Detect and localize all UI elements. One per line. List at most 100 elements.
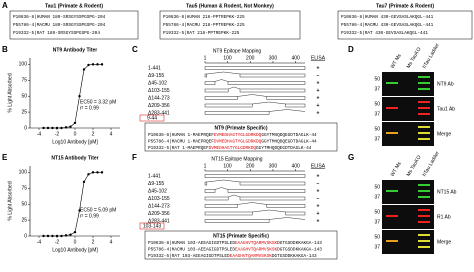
deletion: [269, 217, 306, 220]
sequence-box: [159, 10, 301, 40]
sequence-segment: P19332-5|RAT 103-AEEAGIGDTPSLED: [148, 254, 230, 259]
construct-bar: [204, 88, 229, 93]
epitope-label: 9-44: [147, 115, 157, 121]
epitope-label: 103-143: [143, 223, 162, 229]
marker-label: 37: [374, 111, 380, 117]
data-point: [60, 126, 63, 130]
box-title: Tau1 (Primate & Rodent): [45, 3, 103, 9]
construct-bar: [285, 211, 306, 216]
construct-bar: [204, 73, 208, 78]
sequence-row: P19332-5|RAT 218-PPTREPKK-225: [163, 31, 240, 36]
deletion: [237, 202, 267, 205]
x-tick-label: 0: [74, 131, 77, 137]
construct-bar: [239, 88, 306, 93]
marker-label: 37: [374, 219, 380, 225]
sequence-segment: DVMEDHAGTYGLGDRKDQ: [214, 140, 262, 145]
elisa-result: +: [317, 218, 320, 224]
construct-bar: [204, 219, 270, 223]
band: [418, 101, 430, 103]
sequence-row: P55786-4|MACMU 103-AEEAGIGDTPSLEDEAAGHVT…: [148, 248, 322, 253]
ruler-label: 1: [204, 163, 207, 169]
marker-label: 50: [374, 209, 380, 215]
sequence-segment: GGYTMHQDQEGDTDAGLK-44: [261, 140, 317, 145]
data-point: [46, 126, 50, 130]
construct-bar: [204, 103, 253, 108]
lane-label: Ms TauKO: [406, 154, 423, 177]
construct-bar: [204, 174, 306, 178]
elisa-result: −: [317, 73, 320, 79]
map-title: NT9 Epitope Mapping: [213, 48, 262, 54]
data-point: [78, 94, 81, 98]
data-point: [78, 209, 81, 212]
sequence-segment: EAAGHVTQARMVSKSK: [235, 241, 278, 246]
deletion: [269, 109, 306, 112]
construct-bar: [204, 196, 229, 201]
marker-label: 50: [374, 184, 380, 190]
construct-bar: [204, 66, 306, 70]
construct-bar: [204, 111, 270, 115]
construct-label: Δ103-155: [148, 88, 170, 94]
panel-letter: D: [348, 45, 354, 54]
deletion: [228, 86, 241, 90]
sequence-row: P10636-8|HUMAN 218-PPTREPKK-225: [163, 15, 245, 20]
elisa-result: +: [317, 95, 320, 101]
sequence-row: P19332-5|RAT 189-SRSGYSSPGSPG-204: [13, 31, 100, 36]
band: [418, 107, 430, 109]
y-tick-label: 0: [24, 125, 27, 131]
y-tick-label: 50: [21, 94, 27, 100]
sequence-row: P10636-8|HUMAN 430-GEVSASLAKQGL-441: [341, 15, 434, 20]
x-axis-label: Log10 Antibody [pM]: [52, 247, 98, 253]
band: [386, 240, 398, 242]
elisa-result: +: [317, 80, 320, 86]
ruler-label: 300: [269, 163, 278, 169]
sequence-row: P10636-8|HUMAN 189-SRSGYSSPGSPG-204: [13, 15, 106, 20]
ruler-label: 200: [246, 163, 255, 169]
band: [386, 215, 398, 217]
construct-label: Δ209-356: [148, 211, 170, 217]
panel-letter: B: [2, 45, 8, 54]
y-tick-label: 100: [19, 170, 28, 176]
data-point: [82, 68, 86, 71]
y-tick-label: 75: [21, 186, 27, 192]
data-point: [73, 121, 77, 125]
elisa-result: −: [317, 196, 320, 202]
construct-bar: [204, 81, 216, 85]
lane-label: WT Ms: [390, 53, 403, 70]
marker-label: 37: [374, 136, 380, 142]
construct-label: Δ45-102: [148, 80, 167, 86]
deletion: [252, 101, 286, 105]
elisa-label: ELISA: [311, 55, 326, 61]
band: [418, 132, 430, 134]
band: [418, 209, 430, 211]
construct-bar: [204, 189, 216, 193]
construct-bar: [285, 103, 306, 108]
sequence-row: P19332-5|RAT 430-GEVSASLAKQGL-441: [341, 31, 428, 36]
band: [418, 190, 430, 192]
sequence-segment: EVMEDHAGTYGLGDRKDQ: [214, 133, 262, 138]
data-point: [46, 234, 50, 238]
panel-letter: F: [132, 153, 137, 162]
construct-label: Δ45-102: [148, 188, 167, 194]
construct-bar: [204, 181, 208, 186]
lane-label: WT Ms: [390, 161, 403, 178]
chart-title: NT15 Antibody Titer: [51, 155, 98, 161]
construct-label: Δ103-155: [148, 196, 170, 202]
data-point: [42, 234, 45, 238]
construct-label: 1-441: [148, 173, 161, 179]
lane-label: hTau Ladder: [422, 42, 441, 69]
x-tick-label: -4: [37, 239, 42, 245]
sequence-segment: P19332-5|RAT 1-MAEPRQEF: [148, 146, 209, 151]
x-tick-label: 2: [92, 131, 95, 137]
ruler-label: 100: [223, 55, 232, 61]
y-tick-label: 25: [21, 217, 27, 223]
data-point: [91, 63, 95, 66]
elisa-result: +: [317, 211, 320, 217]
sequence-box: [144, 230, 338, 260]
construct-label: Δ283-441: [148, 110, 170, 116]
marker-label: 50: [374, 101, 380, 107]
lane-label: Ms TauKO: [406, 46, 423, 69]
construct-bar: [266, 96, 306, 100]
fit-line: [43, 64, 102, 129]
deletion: [252, 209, 286, 213]
ruler-label: 200: [246, 55, 255, 61]
